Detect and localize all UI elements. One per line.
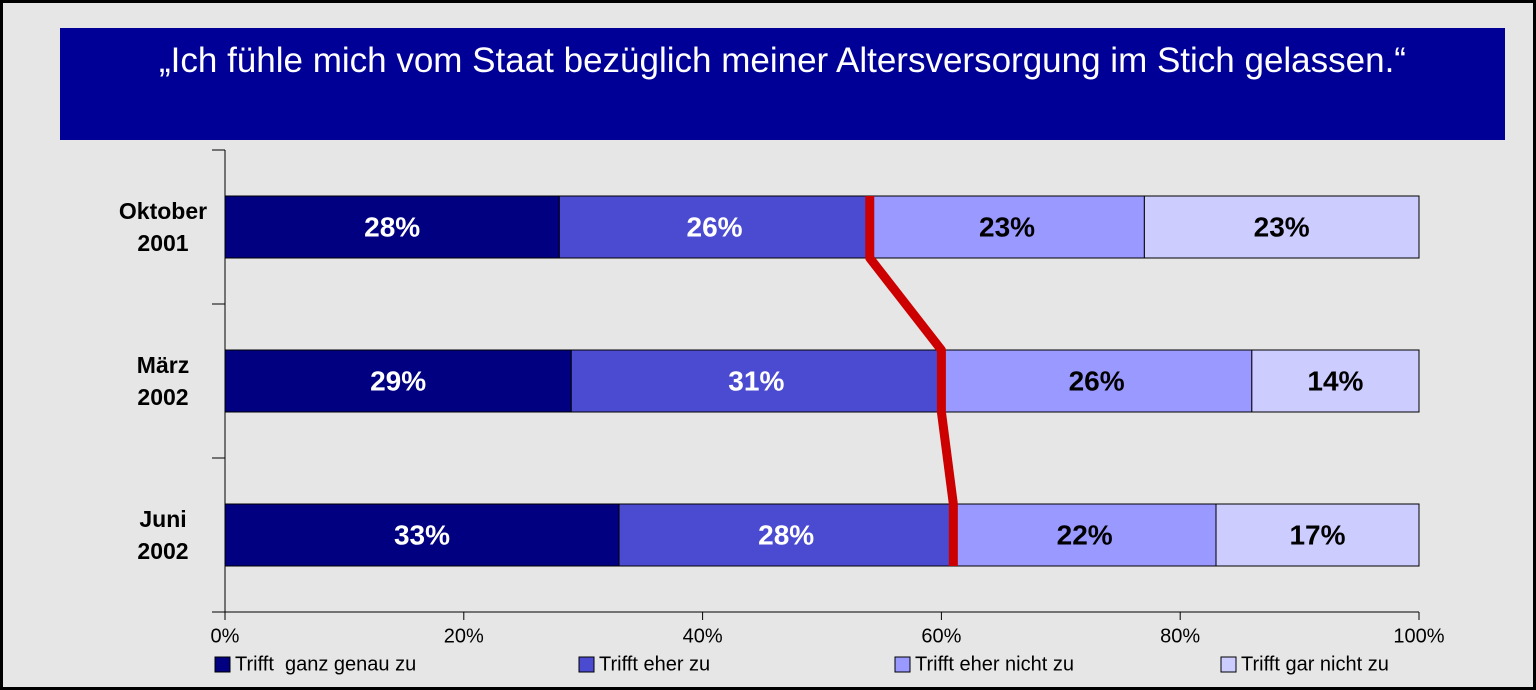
legend-swatch [894,656,911,673]
legend-swatch [1220,656,1237,673]
bar-segment [952,503,1217,567]
category-label: März 2002 [136,352,190,410]
data-label: 22% [1057,519,1113,550]
bar-segment [558,195,871,259]
x-tick-label: 0% [211,625,240,647]
data-label: 23% [979,211,1035,242]
legend-swatch [214,656,231,673]
data-label: 26% [1069,365,1125,396]
data-label: 14% [1307,365,1363,396]
legend-label: Trifft eher nicht zu [915,653,1074,675]
chart-title: „Ich fühle mich vom Staat bezüglich mein… [60,28,1505,140]
x-tick-label: 20% [444,625,484,647]
bar-segment [1251,349,1420,413]
category-label: Juni 2002 [137,506,189,564]
bar-segment [1143,195,1420,259]
data-label: 28% [364,211,420,242]
data-label: 23% [1254,211,1310,242]
x-tick-label: 60% [921,625,961,647]
bar-segment [570,349,942,413]
data-label: 26% [687,211,743,242]
x-tick-label: 40% [683,625,723,647]
legend-label: Trifft gar nicht zu [1241,653,1389,675]
legend-swatch [578,656,595,673]
category-label: Oktober 2001 [118,198,208,256]
data-label: 17% [1289,519,1345,550]
bar-segment [224,195,560,259]
data-label: 28% [758,519,814,550]
legend-label: Trifft eher zu [599,653,710,675]
bar-segment [1215,503,1420,567]
bar-segment [940,349,1253,413]
chart: 0% 20% 40% 60% 80% 100% 28% 26% 23% 23% 29% 31% 26% 1… [211,149,1445,675]
legend-label: Trifft ganz genau zu [235,653,416,675]
x-tick-label: 80% [1160,625,1200,647]
bar-segment [869,195,1145,259]
data-label: 33% [394,519,450,550]
data-label: 29% [370,365,426,396]
x-tick-label: 100% [1393,625,1444,647]
bar-segment [618,503,954,567]
divider-line [865,196,958,566]
data-label: 31% [728,365,784,396]
